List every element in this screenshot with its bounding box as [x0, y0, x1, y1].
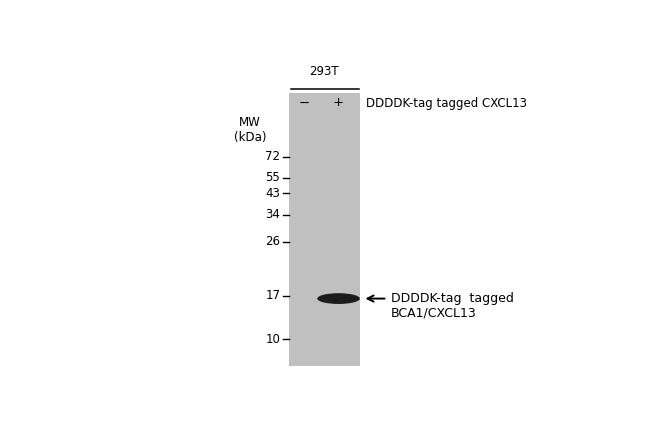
Text: 10: 10: [265, 333, 280, 346]
Text: 26: 26: [265, 235, 280, 248]
Bar: [289, 93, 360, 366]
Text: DDDDK-tag tagged CXCL13: DDDDK-tag tagged CXCL13: [367, 97, 527, 109]
Text: 55: 55: [265, 171, 280, 184]
Text: 293T: 293T: [309, 65, 339, 78]
Text: −: −: [299, 97, 310, 109]
Text: MW
(kDa): MW (kDa): [234, 116, 266, 144]
Text: 43: 43: [265, 187, 280, 200]
Text: 17: 17: [265, 289, 280, 302]
Text: +: +: [332, 97, 343, 109]
Text: DDDDK-tag  tagged
BCA1/CXCL13: DDDDK-tag tagged BCA1/CXCL13: [391, 292, 514, 319]
Ellipse shape: [317, 293, 360, 304]
Text: 34: 34: [265, 208, 280, 221]
Text: 72: 72: [265, 150, 280, 163]
